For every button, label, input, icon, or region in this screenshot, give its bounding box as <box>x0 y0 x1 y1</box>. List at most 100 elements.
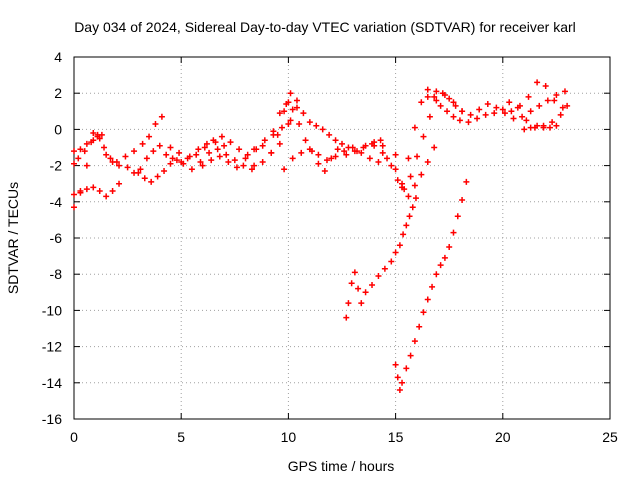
data-point <box>75 155 82 162</box>
data-point <box>375 273 382 280</box>
data-point <box>553 92 560 99</box>
data-point <box>289 106 296 113</box>
data-point <box>446 244 453 251</box>
data-point <box>459 196 466 203</box>
data-point <box>156 142 163 149</box>
data-point <box>334 146 341 153</box>
data-point <box>131 148 138 155</box>
data-point <box>83 162 90 169</box>
data-point <box>424 158 431 165</box>
data-point <box>553 122 560 129</box>
data-point <box>343 314 350 321</box>
data-point <box>506 99 513 106</box>
data-point <box>354 148 361 155</box>
data-point <box>400 231 407 238</box>
data-point <box>248 166 255 173</box>
data-point <box>499 106 506 113</box>
data-point <box>465 119 472 126</box>
y-tick-label: -2 <box>50 158 63 174</box>
data-point <box>158 113 165 120</box>
data-point <box>433 88 440 95</box>
data-point <box>450 99 457 106</box>
data-point <box>315 160 322 167</box>
y-tick-label: -12 <box>42 339 62 355</box>
data-point <box>261 137 268 144</box>
series-track-14 <box>399 79 566 191</box>
data-point <box>557 111 564 118</box>
data-point <box>523 117 530 124</box>
data-point <box>444 108 451 115</box>
tick-layer: 0 5 10 15 20 25 -16 -14 -12 -10 -8 -6 -4 -2 0 2 4 <box>42 49 618 445</box>
data-point <box>101 144 108 151</box>
data-point <box>392 166 399 173</box>
data-point <box>501 110 508 117</box>
data-point <box>323 157 330 164</box>
data-point <box>371 142 378 149</box>
data-point <box>454 213 461 220</box>
data-point <box>139 140 146 147</box>
data-point <box>358 149 365 156</box>
data-point <box>193 151 200 158</box>
data-point <box>399 379 406 386</box>
series-track-18 <box>343 195 419 321</box>
data-point <box>285 120 292 127</box>
data-point <box>366 155 373 162</box>
data-point <box>355 285 362 292</box>
series-track-1 <box>71 113 165 211</box>
data-point <box>94 133 101 140</box>
data-point <box>313 122 320 129</box>
data-point <box>197 158 204 165</box>
data-point <box>236 146 243 153</box>
data-point <box>514 104 521 111</box>
data-point <box>315 151 322 158</box>
data-point <box>525 93 532 100</box>
data-point <box>405 155 412 162</box>
data-point <box>544 97 551 104</box>
data-point <box>362 289 369 296</box>
data-point <box>109 187 116 194</box>
data-point <box>358 300 365 307</box>
data-point <box>71 160 77 167</box>
data-point <box>474 115 481 122</box>
data-point <box>77 187 84 194</box>
data-point <box>463 178 470 185</box>
chart-title: Day 034 of 2024, Sidereal Day-to-day VTE… <box>74 19 576 35</box>
data-point <box>407 352 414 359</box>
data-point <box>150 148 157 155</box>
data-point <box>429 283 436 290</box>
data-point <box>281 108 288 115</box>
data-point <box>103 193 110 200</box>
data-point <box>348 280 355 287</box>
data-point <box>339 140 345 147</box>
data-point <box>300 110 307 117</box>
data-point <box>399 184 406 191</box>
data-point <box>218 133 225 140</box>
data-point <box>527 124 534 131</box>
data-point <box>375 158 382 165</box>
data-point <box>493 104 500 111</box>
data-point <box>274 131 281 138</box>
data-point <box>392 249 399 256</box>
data-point <box>240 162 247 169</box>
y-tick-label: -16 <box>42 411 62 427</box>
data-point <box>405 193 412 200</box>
data-point <box>268 149 275 156</box>
data-point <box>90 184 97 191</box>
data-point <box>326 131 333 138</box>
series-track-4 <box>71 131 105 167</box>
data-point <box>534 79 541 86</box>
data-point <box>332 153 339 160</box>
data-point <box>83 140 90 147</box>
data-point <box>223 151 230 158</box>
data-point <box>403 365 410 372</box>
data-point <box>251 146 258 153</box>
series-track-17 <box>521 122 560 133</box>
y-tick-label: -10 <box>42 302 62 318</box>
data-point <box>406 213 413 220</box>
data-point <box>319 126 326 133</box>
data-point <box>343 151 350 158</box>
data-point <box>388 162 395 169</box>
data-point <box>452 102 459 109</box>
data-point <box>536 102 543 109</box>
